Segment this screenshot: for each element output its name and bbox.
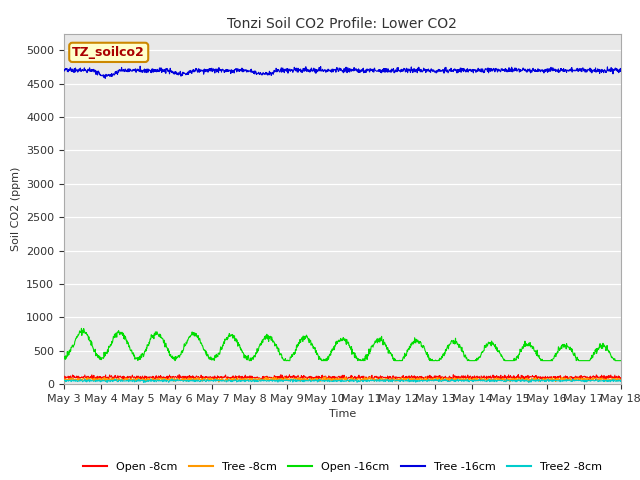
Y-axis label: Soil CO2 (ppm): Soil CO2 (ppm) — [11, 167, 20, 251]
Text: TZ_soilco2: TZ_soilco2 — [72, 46, 145, 59]
Title: Tonzi Soil CO2 Profile: Lower CO2: Tonzi Soil CO2 Profile: Lower CO2 — [227, 17, 458, 31]
Legend: Open -8cm, Tree -8cm, Open -16cm, Tree -16cm, Tree2 -8cm: Open -8cm, Tree -8cm, Open -16cm, Tree -… — [78, 457, 607, 477]
X-axis label: Time: Time — [329, 409, 356, 419]
